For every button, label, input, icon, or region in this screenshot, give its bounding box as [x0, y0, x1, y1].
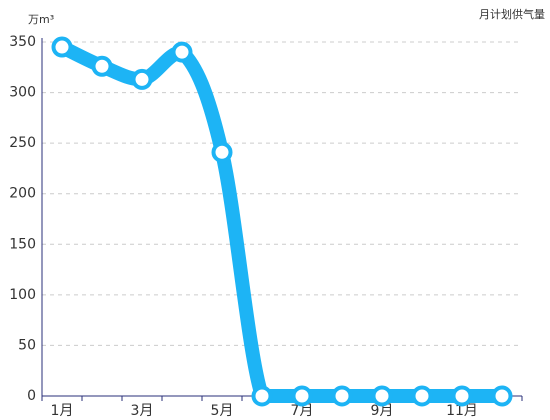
x-tick-label: 9月 [371, 403, 394, 419]
point [371, 385, 393, 407]
y-axis-unit: 万m³ [28, 13, 54, 26]
legend-label: 月计划供气量 [479, 7, 545, 21]
y-tick-label: 250 [9, 135, 36, 151]
y-tick-label: 200 [9, 186, 36, 202]
point [331, 385, 353, 407]
y-tick-label: 0 [27, 388, 36, 404]
y-tick-label: 50 [18, 337, 36, 353]
y-tick-label: 100 [9, 287, 36, 303]
x-tick-label: 11月 [446, 403, 478, 419]
point [51, 36, 73, 58]
point [171, 41, 193, 63]
x-tick-label: 7月 [291, 403, 314, 419]
x-tick-label: 5月 [211, 403, 234, 419]
point [131, 68, 153, 90]
point [91, 55, 113, 77]
point [211, 141, 233, 163]
point [491, 385, 513, 407]
x-tick-label: 3月 [131, 403, 154, 419]
point [291, 385, 313, 407]
point [451, 385, 473, 407]
point [411, 385, 433, 407]
x-tick-label: 1月 [51, 403, 74, 419]
point [251, 385, 273, 407]
y-tick-label: 150 [9, 236, 36, 252]
series-line [58, 40, 502, 404]
y-tick-label: 300 [9, 85, 36, 101]
y-tick-label: 350 [9, 34, 36, 50]
